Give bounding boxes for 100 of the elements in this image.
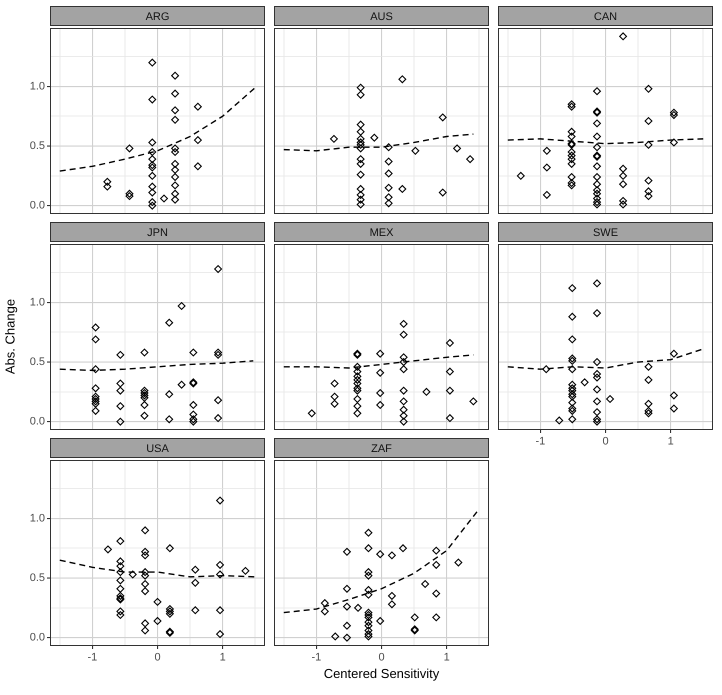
point bbox=[356, 140, 365, 149]
point bbox=[353, 402, 362, 410]
point bbox=[356, 120, 365, 129]
point bbox=[141, 580, 150, 588]
y-tick-label: 1.0 bbox=[30, 296, 45, 308]
point bbox=[126, 192, 134, 200]
point bbox=[619, 196, 628, 205]
point bbox=[148, 148, 156, 156]
point bbox=[92, 324, 100, 332]
x-tick-label: -1 bbox=[311, 652, 322, 664]
point bbox=[140, 348, 148, 356]
point bbox=[166, 605, 174, 613]
point bbox=[568, 181, 576, 190]
point bbox=[171, 90, 180, 98]
point bbox=[331, 632, 340, 640]
point bbox=[644, 117, 652, 125]
point bbox=[555, 416, 564, 424]
point bbox=[353, 395, 362, 403]
point bbox=[384, 158, 393, 166]
point bbox=[148, 155, 156, 164]
chart-title: ARG bbox=[50, 6, 265, 26]
point bbox=[398, 185, 406, 193]
point bbox=[438, 188, 447, 196]
point bbox=[214, 350, 222, 359]
point bbox=[466, 155, 474, 164]
point bbox=[432, 546, 440, 555]
point bbox=[568, 356, 576, 365]
point bbox=[384, 184, 393, 192]
point bbox=[356, 190, 365, 199]
point bbox=[116, 562, 124, 570]
point bbox=[160, 194, 168, 202]
point bbox=[148, 161, 156, 170]
point bbox=[388, 600, 396, 608]
point bbox=[568, 335, 576, 344]
point bbox=[148, 202, 156, 210]
point bbox=[400, 386, 408, 395]
point bbox=[148, 58, 156, 67]
point bbox=[165, 318, 174, 327]
point bbox=[104, 545, 112, 554]
y-tick-label: 0.5 bbox=[30, 140, 45, 152]
point bbox=[542, 164, 551, 172]
y-tick-label: 0.5 bbox=[30, 356, 45, 368]
point bbox=[92, 406, 100, 415]
point bbox=[593, 408, 601, 416]
point bbox=[619, 180, 628, 188]
point bbox=[353, 368, 362, 376]
point bbox=[356, 84, 365, 92]
point bbox=[353, 376, 362, 384]
point bbox=[364, 586, 372, 594]
point bbox=[116, 380, 124, 388]
point bbox=[432, 613, 440, 622]
point bbox=[141, 626, 150, 634]
point bbox=[356, 200, 365, 208]
point bbox=[568, 100, 576, 108]
point bbox=[400, 358, 408, 366]
point bbox=[126, 190, 134, 198]
point bbox=[568, 312, 576, 321]
point bbox=[356, 134, 365, 143]
point bbox=[189, 418, 198, 426]
point bbox=[446, 368, 454, 376]
point bbox=[116, 568, 124, 576]
x-tick-label: 1 bbox=[444, 652, 450, 664]
x-tick-label: -1 bbox=[87, 652, 98, 664]
point bbox=[191, 578, 200, 587]
point bbox=[116, 537, 124, 546]
point bbox=[116, 350, 124, 359]
point bbox=[116, 386, 124, 395]
point bbox=[214, 348, 222, 356]
chart-title: MEX bbox=[274, 222, 489, 242]
point bbox=[103, 182, 112, 191]
point bbox=[384, 170, 393, 178]
x-tick-label: 1 bbox=[220, 652, 226, 664]
point bbox=[171, 144, 180, 152]
point bbox=[593, 132, 601, 140]
point bbox=[148, 138, 156, 146]
point bbox=[343, 548, 351, 556]
point bbox=[356, 185, 365, 193]
point bbox=[166, 544, 174, 552]
point bbox=[364, 590, 372, 599]
point bbox=[400, 330, 408, 339]
point bbox=[400, 418, 408, 426]
point bbox=[330, 380, 339, 388]
point bbox=[330, 400, 339, 408]
point bbox=[116, 584, 124, 593]
point bbox=[216, 630, 224, 638]
point bbox=[568, 384, 576, 392]
point bbox=[216, 496, 224, 504]
point bbox=[593, 190, 601, 198]
point bbox=[364, 632, 372, 640]
point bbox=[644, 400, 652, 408]
point bbox=[593, 180, 601, 188]
point bbox=[384, 143, 393, 152]
point bbox=[364, 528, 372, 537]
point bbox=[568, 398, 576, 407]
point bbox=[194, 136, 202, 144]
point bbox=[593, 87, 601, 96]
point bbox=[670, 108, 678, 117]
y-tick-label: 0.0 bbox=[30, 632, 45, 644]
point bbox=[356, 170, 365, 179]
point bbox=[141, 587, 150, 596]
